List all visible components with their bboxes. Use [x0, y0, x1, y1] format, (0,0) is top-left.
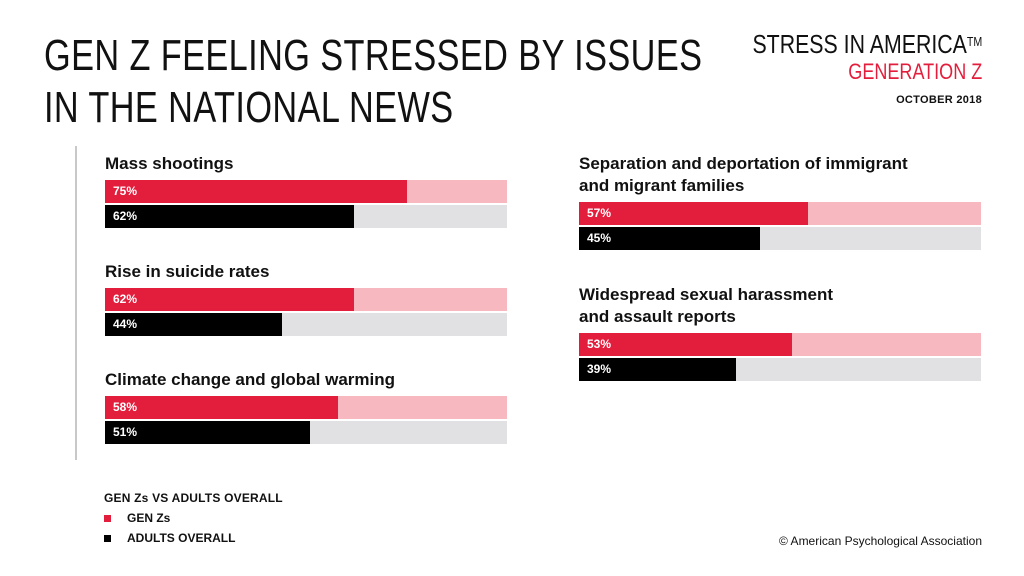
- adults-value-label: 39%: [587, 362, 612, 376]
- category-label: Climate change and global warming: [105, 369, 507, 391]
- copyright: © American Psychological Association: [779, 534, 982, 548]
- adults-bar: [105, 205, 355, 228]
- legend-label-adults: ADULTS OVERALL: [127, 531, 236, 545]
- chart-title-line-2: IN THE NATIONAL NEWS: [44, 83, 454, 132]
- gen-z-bar-track: 62%: [105, 288, 507, 311]
- category-label-line: Mass shootings: [105, 154, 234, 173]
- category-label-line: Climate change and global warming: [105, 370, 395, 389]
- gen-z-bar-track: 53%: [579, 333, 981, 356]
- gen-z-bar: [579, 202, 809, 225]
- adults-bar-track: 44%: [105, 313, 507, 336]
- adults-bar: [105, 313, 282, 336]
- bar-group-climate-change-and-global-warming: Climate change and global warming 58% 51%: [105, 369, 507, 444]
- gen-z-bar-track: 58%: [105, 396, 507, 419]
- legend-swatch-gen-z: [104, 514, 111, 522]
- category-label: Widespread sexual harassment and assault …: [579, 284, 981, 328]
- gen-z-bar: [105, 288, 355, 311]
- bar-group-widespread-sexual-harassment-and-assault-reports: Widespread sexual harassment and assault …: [579, 284, 981, 381]
- adults-value-label: 51%: [113, 425, 138, 439]
- legend: GEN Zs VS ADULTS OVERALL GEN Zs ADULTS O…: [104, 491, 283, 545]
- gen-z-bar: [579, 333, 793, 356]
- gen-z-value-label: 57%: [587, 206, 612, 220]
- brand-name-text: STRESS IN AMERICA: [752, 29, 967, 59]
- legend-item-adults: ADULTS OVERALL: [104, 531, 283, 545]
- adults-value-label: 45%: [587, 231, 612, 245]
- legend-swatch-adults: [104, 534, 111, 542]
- adults-value-label: 44%: [113, 317, 138, 331]
- brand-date: OCTOBER 2018: [896, 94, 982, 106]
- category-label: Mass shootings: [105, 153, 507, 175]
- adults-bar: [579, 358, 736, 381]
- adults-value-label: 62%: [113, 209, 138, 223]
- category-label: Rise in suicide rates: [105, 261, 507, 283]
- chart-title-line-1: GEN Z FEELING STRESSED BY ISSUES: [44, 31, 703, 80]
- gen-z-bar: [105, 180, 407, 203]
- adults-bar-track: 45%: [579, 227, 981, 250]
- gen-z-bar-track: 75%: [105, 180, 507, 203]
- bar-group-rise-in-suicide-rates: Rise in suicide rates 62% 44%: [105, 261, 507, 336]
- trademark-mark: TM: [966, 34, 982, 49]
- category-label-line: Separation and deportation of immigrant: [579, 154, 908, 173]
- brand-block: STRESS IN AMERICATM GENERATION Z OCTOBER…: [702, 30, 982, 106]
- gen-z-value-label: 75%: [113, 184, 138, 198]
- chart-title: GEN Z FEELING STRESSED BY ISSUES IN THE …: [44, 30, 703, 134]
- category-label-line: and migrant families: [579, 176, 745, 195]
- gen-z-value-label: 58%: [113, 400, 138, 414]
- bar-group-mass-shootings: Mass shootings 75% 62%: [105, 153, 507, 228]
- adults-bar-track: 39%: [579, 358, 981, 381]
- category-label-line: Rise in suicide rates: [105, 262, 270, 281]
- gen-z-bar: [105, 396, 339, 419]
- brand-name: STRESS IN AMERICATM: [752, 30, 982, 58]
- left-divider: [75, 146, 77, 460]
- bar-group-separation-and-deportation-of-immigrant-and-migrant-families: Separation and deportation of immigrant a…: [579, 153, 981, 250]
- adults-bar: [579, 227, 760, 250]
- adults-bar-track: 51%: [105, 421, 507, 444]
- gen-z-value-label: 62%: [113, 292, 138, 306]
- adults-bar-track: 62%: [105, 205, 507, 228]
- category-label-line: and assault reports: [579, 307, 736, 326]
- legend-title: GEN Zs VS ADULTS OVERALL: [104, 491, 283, 505]
- legend-label-gen-z: GEN Zs: [127, 511, 171, 525]
- gen-z-bar-track: 57%: [579, 202, 981, 225]
- category-label: Separation and deportation of immigrant a…: [579, 153, 981, 197]
- adults-bar: [105, 421, 311, 444]
- gen-z-value-label: 53%: [587, 337, 612, 351]
- category-label-line: Widespread sexual harassment: [579, 285, 834, 304]
- legend-item-gen-z: GEN Zs: [104, 511, 283, 525]
- brand-subtitle: GENERATION Z: [848, 59, 982, 84]
